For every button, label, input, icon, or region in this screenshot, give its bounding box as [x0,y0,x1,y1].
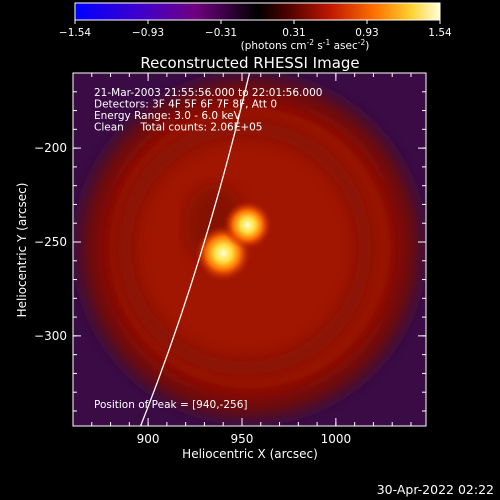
colorbar-tick-label: −0.93 [132,27,164,39]
colorbar-tick-label: −1.54 [59,27,91,39]
inner-ring-dark [118,121,372,375]
colorbar-tick-label: 0.31 [282,27,305,39]
colorbar-tick-label: 1.54 [428,27,452,39]
solar-limb [139,73,251,426]
colorbar-tick-label: 0.93 [355,27,378,39]
y-tick-label: −250 [34,235,67,249]
x-axis-ticks: 900 950 1000 [91,73,412,446]
y-axis-label: Heliocentric Y (arcsec) [15,183,29,318]
x-tick-label: 1000 [321,432,352,446]
x-tick-label: 900 [137,432,160,446]
annotation-line: Energy Range: 3.0 - 6.0 keV [94,110,242,122]
outer-ring-dark [95,93,405,403]
y-tick-label: −300 [34,329,67,343]
peak-position-label: Position of Peak = [940,-256] [94,399,248,411]
chart-title: Reconstructed RHESSI Image [140,54,359,72]
flare-sources [195,200,272,282]
annotation-line: Clean Total counts: 2.06E+05 [94,122,263,134]
colorbar-gradient [74,2,441,21]
annotation-line: Detectors: 3F 4F 5F 6F 7F 8F, Att 0 [94,99,277,111]
timestamp: 30-Apr-2022 02:22 [377,482,494,497]
y-axis-ticks: −200 −250 −300 [34,91,426,412]
info-annotations: 21-Mar-2003 21:55:56.000 to 22:01:56.000… [94,87,322,134]
colorbar-tick-labels: −1.54 −0.93 −0.31 0.31 0.93 1.54 [59,27,452,39]
colorbar-tick-marks [74,20,441,24]
plot-frame [72,72,427,427]
annotation-line: 21-Mar-2003 21:55:56.000 to 22:01:56.000 [94,87,322,99]
x-axis-label: Heliocentric X (arcsec) [182,447,318,461]
plot-area: 21-Mar-2003 21:55:56.000 to 22:01:56.000… [73,73,426,426]
colorbar-units: (photons cm-2 s-1 asec-2) [241,38,370,52]
colorbar-tick-label: −0.31 [205,27,237,39]
colorbar: −1.54 −0.93 −0.31 0.31 0.93 1.54 (photons cm-… [59,2,452,52]
flare-source-2 [223,200,272,250]
x-tick-label: 950 [231,432,254,446]
y-tick-label: −200 [34,141,67,155]
